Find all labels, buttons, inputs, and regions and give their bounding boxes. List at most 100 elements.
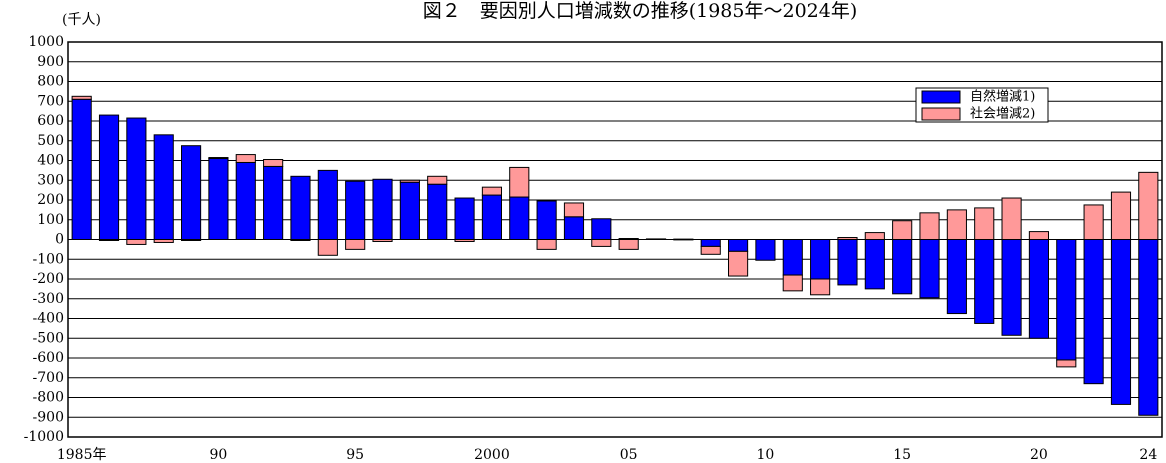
bar [782,239,803,276]
bar [810,239,831,280]
bar [1001,239,1022,336]
y-tick-label: -100 [33,251,64,267]
y-tick-label: 100 [37,212,64,228]
bar [591,239,612,247]
x-tick-label: 90 [210,447,228,463]
bar [345,239,366,250]
bar [563,216,585,241]
bar [208,157,229,160]
y-tick-label: -200 [33,271,64,287]
bar [919,212,940,240]
bar [1056,239,1077,361]
x-tick-label: 10 [757,447,775,463]
y-tick-label: -700 [33,370,64,386]
x-tick-label: 2000 [474,447,510,463]
bar [153,134,174,240]
bar [837,237,858,240]
legend-swatch [921,90,961,104]
y-tick-label: -300 [33,291,64,307]
bar [1001,197,1022,240]
legend-label: 自然増減1) [970,89,1035,105]
bar [1083,239,1104,385]
bar [290,175,311,241]
bar [181,239,202,241]
bar [618,239,639,250]
y-tick-label: -800 [33,390,64,406]
bar [317,239,338,256]
bar [399,181,420,241]
y-tick-label: 900 [37,54,64,70]
bar [454,239,475,242]
bar [1138,239,1159,416]
x-tick-label: 1985年 [57,447,107,463]
bar [235,154,256,163]
bar [536,200,557,241]
bar [372,239,393,242]
bar [974,207,995,240]
bar [591,218,612,240]
bar [1138,171,1159,241]
bar [946,239,967,315]
bar [1083,204,1104,240]
bar [454,197,475,240]
bar [728,250,749,277]
bar [345,180,366,241]
bar [263,165,284,240]
x-tick-label: 95 [346,447,364,463]
x-tick-label: 24 [1139,447,1157,463]
bar [1056,359,1077,368]
bar [946,209,967,240]
bar [864,232,885,240]
bar [1110,239,1132,405]
bar [1110,191,1132,241]
y-tick-label: 500 [37,133,64,149]
bar [536,239,557,250]
y-tick-label: 0 [55,232,64,248]
bar [290,239,311,241]
chart-title: 図２ 要因別人口増減数の推移(1985年～2024年) [423,0,858,22]
bar [509,166,530,198]
x-tick-label: 20 [1030,447,1048,463]
bar [892,220,913,241]
y-tick-label: 200 [37,192,64,208]
y-tick-label: -400 [33,311,64,327]
y-tick-label: 300 [37,172,64,188]
bar [810,278,831,296]
bar [235,161,256,241]
bar [71,98,92,241]
y-tick-label: 400 [37,153,64,169]
bar [1028,231,1049,241]
bar [126,117,147,240]
bar [71,95,92,100]
y-tick-label: 1000 [28,34,64,50]
legend-label: 社会増減2) [970,106,1035,122]
bar [427,175,448,185]
y-tick-label: -600 [33,350,64,366]
y-axis-label: (千人) [62,12,101,28]
y-tick-label: 800 [37,74,64,90]
plot-frame [67,41,1163,438]
bar [509,196,530,241]
bar [98,114,120,240]
bar [837,239,858,286]
bar [263,159,284,167]
bar [372,178,393,240]
y-tick-label: 600 [37,113,64,129]
y-tick-label: -900 [33,409,64,425]
bar [700,239,721,247]
bar [481,186,502,196]
legend-swatch [921,107,961,121]
bar [427,183,448,240]
bar [864,239,885,290]
bar [1028,239,1049,339]
y-tick-label: -500 [33,330,64,346]
y-tick-label: 700 [37,93,64,109]
x-tick-label: 15 [893,447,911,463]
bar [755,239,776,261]
bar [317,169,338,240]
bar [974,239,995,324]
bar [892,239,913,295]
bar [126,239,147,245]
bar [782,274,803,292]
